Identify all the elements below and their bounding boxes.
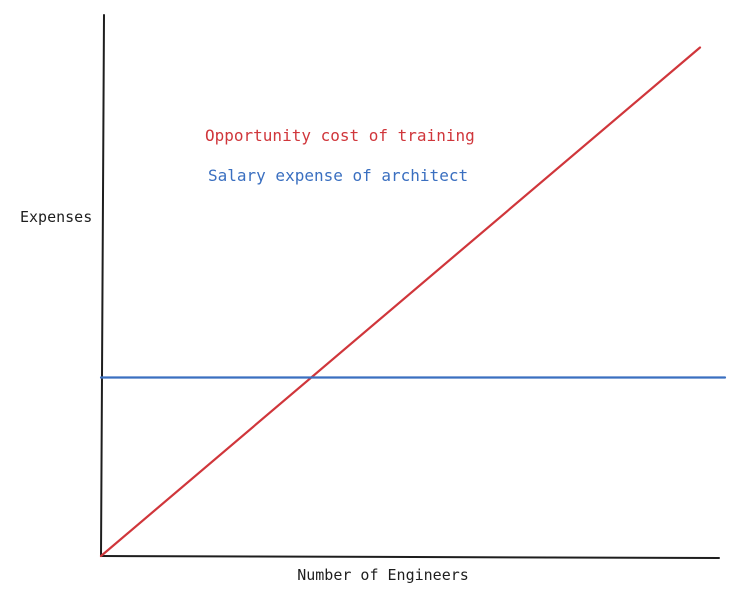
x-axis-line	[100, 555, 720, 559]
y-axis-line	[100, 14, 105, 557]
series-line-opportunity-cost	[99, 46, 702, 558]
y-axis-label: Expenses	[20, 208, 92, 226]
legend-label-salary-expense: Salary expense of architect	[208, 166, 468, 185]
legend-label-opportunity-cost: Opportunity cost of training	[205, 126, 475, 145]
x-axis-label: Number of Engineers	[297, 566, 469, 584]
